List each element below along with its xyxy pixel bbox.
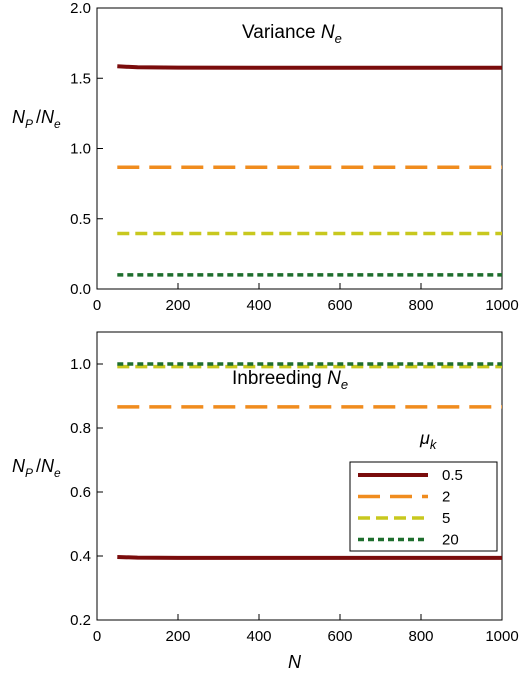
y-tick-label: 0.2	[70, 612, 91, 629]
legend-label: 20	[442, 532, 459, 549]
y-label-n: N	[12, 456, 26, 476]
x-tick-label: 200	[165, 628, 190, 645]
x-tick-label: 800	[408, 297, 433, 314]
inbreeding-panel: 0.2 0.4 0.6 0.8 1.0 0 200 400 600 800 1000 Inbreedi…	[12, 331, 519, 672]
legend-title: μk	[419, 428, 438, 452]
y-label-sub-p: P	[25, 117, 33, 131]
x-tick-label: 200	[165, 297, 190, 314]
y-tick-label: 0.0	[70, 281, 91, 298]
legend-label: 0.5	[442, 467, 463, 484]
variance-panel: 0.0 0.5 1.0 1.5 2.0 0 200 400 600 800 1000 Variance…	[12, 0, 519, 314]
y-label-sub-e: e	[54, 466, 61, 480]
legend-title-mu: μ	[419, 428, 430, 448]
series-line-0.5	[117, 555, 502, 560]
y-axis-label: NP/Ne	[12, 107, 61, 131]
x-tick-label: 600	[327, 628, 352, 645]
x-tick-label: 600	[327, 297, 352, 314]
panel-title-subscript: e	[335, 31, 342, 46]
y-tick-label: 1.0	[70, 356, 91, 373]
x-tick-label: 1000	[485, 628, 518, 645]
y-tick-label: 0.4	[70, 548, 91, 565]
panel-title: Variance Ne	[242, 22, 342, 46]
x-tick-label: 400	[246, 628, 271, 645]
panel-title-subscript: e	[341, 377, 348, 392]
y-tick-label: 0.5	[70, 211, 91, 228]
y-label-slash: /	[36, 107, 41, 127]
legend-label: 2	[442, 489, 450, 506]
y-label-n: N	[12, 107, 26, 127]
legend-title-sub: k	[430, 437, 438, 452]
legend-label: 5	[442, 510, 450, 527]
y-label-n2: N	[41, 456, 55, 476]
panel-title: Inbreeding Ne	[232, 368, 348, 392]
y-tick-label: 1.5	[70, 70, 91, 87]
x-tick-label: 800	[408, 628, 433, 645]
panel-title-text: Variance	[242, 22, 321, 43]
panel-title-variable: N	[321, 22, 335, 43]
panel-title-text: Inbreeding	[232, 368, 327, 389]
y-tick-label: 0.6	[70, 484, 91, 501]
series-line-0.5	[117, 64, 502, 70]
plot-frame	[96, 331, 503, 621]
x-tick-label: 0	[93, 628, 101, 645]
plot-frame	[96, 7, 503, 290]
y-label-slash: /	[36, 456, 41, 476]
panel-title-variable: N	[327, 368, 341, 389]
x-tick-label: 1000	[485, 297, 518, 314]
x-tick-label: 0	[93, 297, 101, 314]
y-label-n2: N	[41, 107, 55, 127]
y-tick-label: 2.0	[70, 0, 91, 17]
x-axis-label: N	[288, 652, 302, 672]
y-tick-label: 1.0	[70, 141, 91, 158]
x-tick-label: 400	[246, 297, 271, 314]
y-tick-label: 0.8	[70, 420, 91, 437]
y-axis-label: NP/Ne	[12, 456, 61, 480]
y-label-sub-e: e	[54, 117, 61, 131]
y-label-sub-p: P	[25, 466, 33, 480]
